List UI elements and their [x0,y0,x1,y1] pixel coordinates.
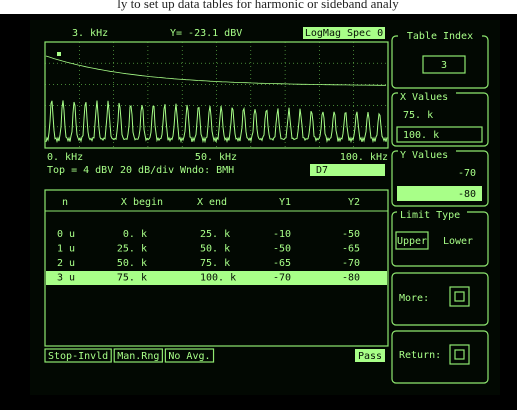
table-cell: -10 [273,229,291,240]
table-cell: -70 [273,273,291,284]
status-item: Stop-Invld [48,351,108,362]
status-item: Man.Rng [117,351,159,362]
softkey-title: Limit Type [400,210,460,221]
crt [30,20,500,395]
table-cell: 0 u [57,229,75,240]
screen: ly to set up data tables for harmonic or… [0,0,517,410]
caption: ly to set up data tables for harmonic or… [117,0,399,11]
limit-upper[interactable]: Upper [397,236,427,247]
table-cell: 50. k [200,244,230,255]
status-bar: Stop-Invld Man.Rng No Avg. [45,349,214,362]
table-cell: -65 [273,258,291,269]
column-header: X begin [121,197,163,208]
table-cell: 2 u [57,258,75,269]
column-header: Y2 [348,197,360,208]
table-cell: -65 [342,244,360,255]
table-index: 3 [441,60,447,71]
table-cell: 75. k [200,258,230,269]
return: Return: [399,350,441,361]
x-mid: 50. kHz [195,152,237,163]
status-item: No Avg. [168,351,210,362]
entry: D7 [316,165,328,176]
y1-value: -70 [458,168,476,179]
column-header: X end [197,197,227,208]
result: Pass [358,351,382,362]
limit-lower[interactable]: Lower [443,236,473,247]
x-start: 0. kHz [47,152,83,163]
mode: LogMag Spec 0 [305,28,383,39]
more: More: [399,293,429,304]
column-header: n [62,197,68,208]
marker-freq: 3. kHz [72,28,108,39]
table-cell: 75. k [117,273,147,284]
scale: 20 dB/div [120,165,174,176]
softkey-title: X Values [400,92,448,103]
y2-value: -80 [458,189,476,200]
table-cell: 100. k [200,273,236,284]
softkey-title: Table Index [407,31,473,42]
table-cell: 3 u [57,273,75,284]
table-cell: -50 [273,244,291,255]
x-end-value: 100. k [403,130,439,141]
x-begin: 75. k [403,110,433,121]
top-ref: Top = 4 dBV [47,165,113,176]
x-end: 100. kHz [340,152,388,163]
table-cell: 25. k [200,229,230,240]
table-cell: 1 u [57,244,75,255]
column-header: Y1 [279,197,291,208]
window: Wndo: BMH [180,165,234,176]
table-cell: -80 [342,273,360,284]
marker-y: Y= -23.1 dBV [170,28,242,39]
table-cell: 0. k [123,229,147,240]
marker [57,52,61,56]
table-cell: 25. k [117,244,147,255]
table-cell: 50. k [117,258,147,269]
table-cell: -50 [342,229,360,240]
softkey-title: Y Values [400,150,448,161]
table-cell: -70 [342,258,360,269]
